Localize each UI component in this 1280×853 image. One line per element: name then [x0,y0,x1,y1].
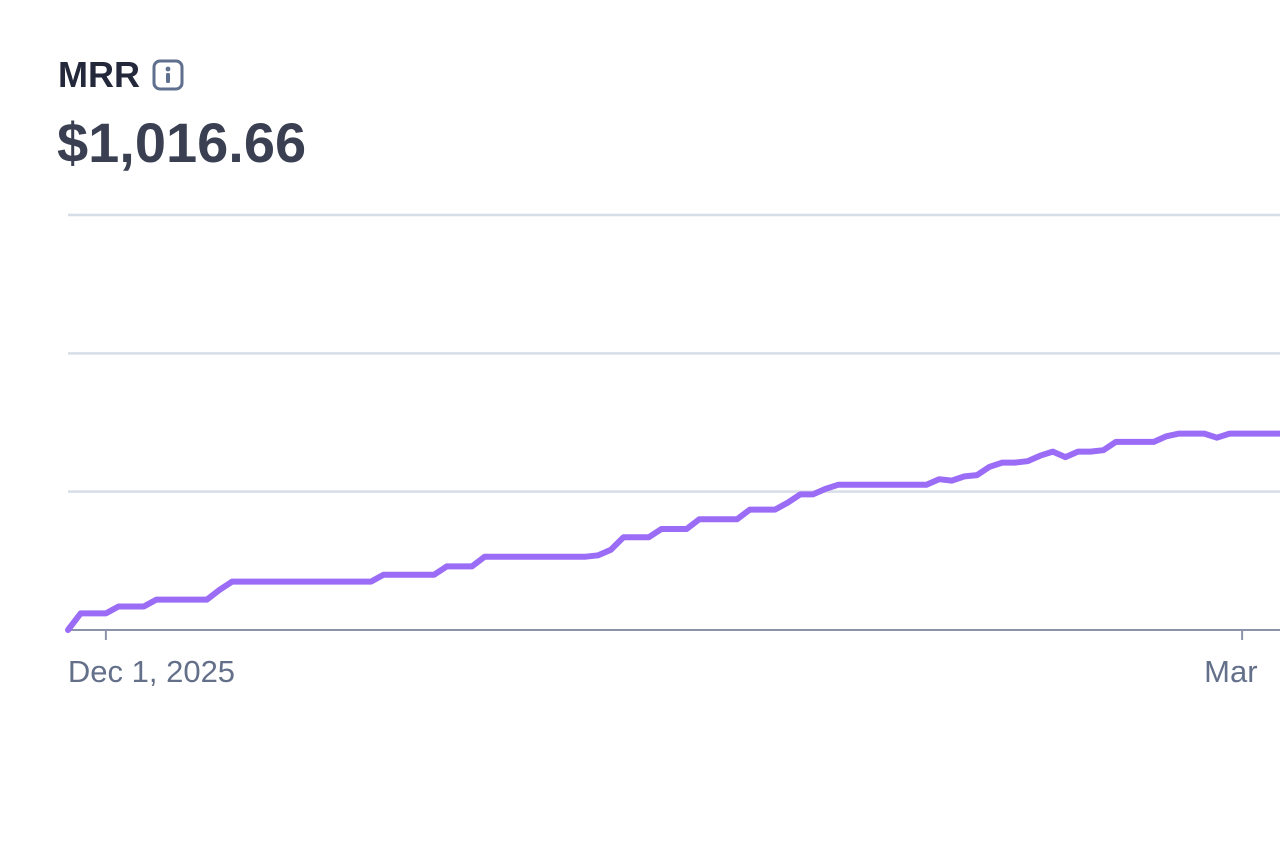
mrr-line [65,430,1280,633]
metric-value: $1,016.66 [57,111,307,174]
x-tick-label: Dec 1, 2025 [68,654,235,689]
info-icon[interactable] [152,59,184,91]
metric-header: MRR [58,54,184,96]
x-tick-label: Mar [1204,654,1257,689]
metric-title: MRR [58,54,140,95]
